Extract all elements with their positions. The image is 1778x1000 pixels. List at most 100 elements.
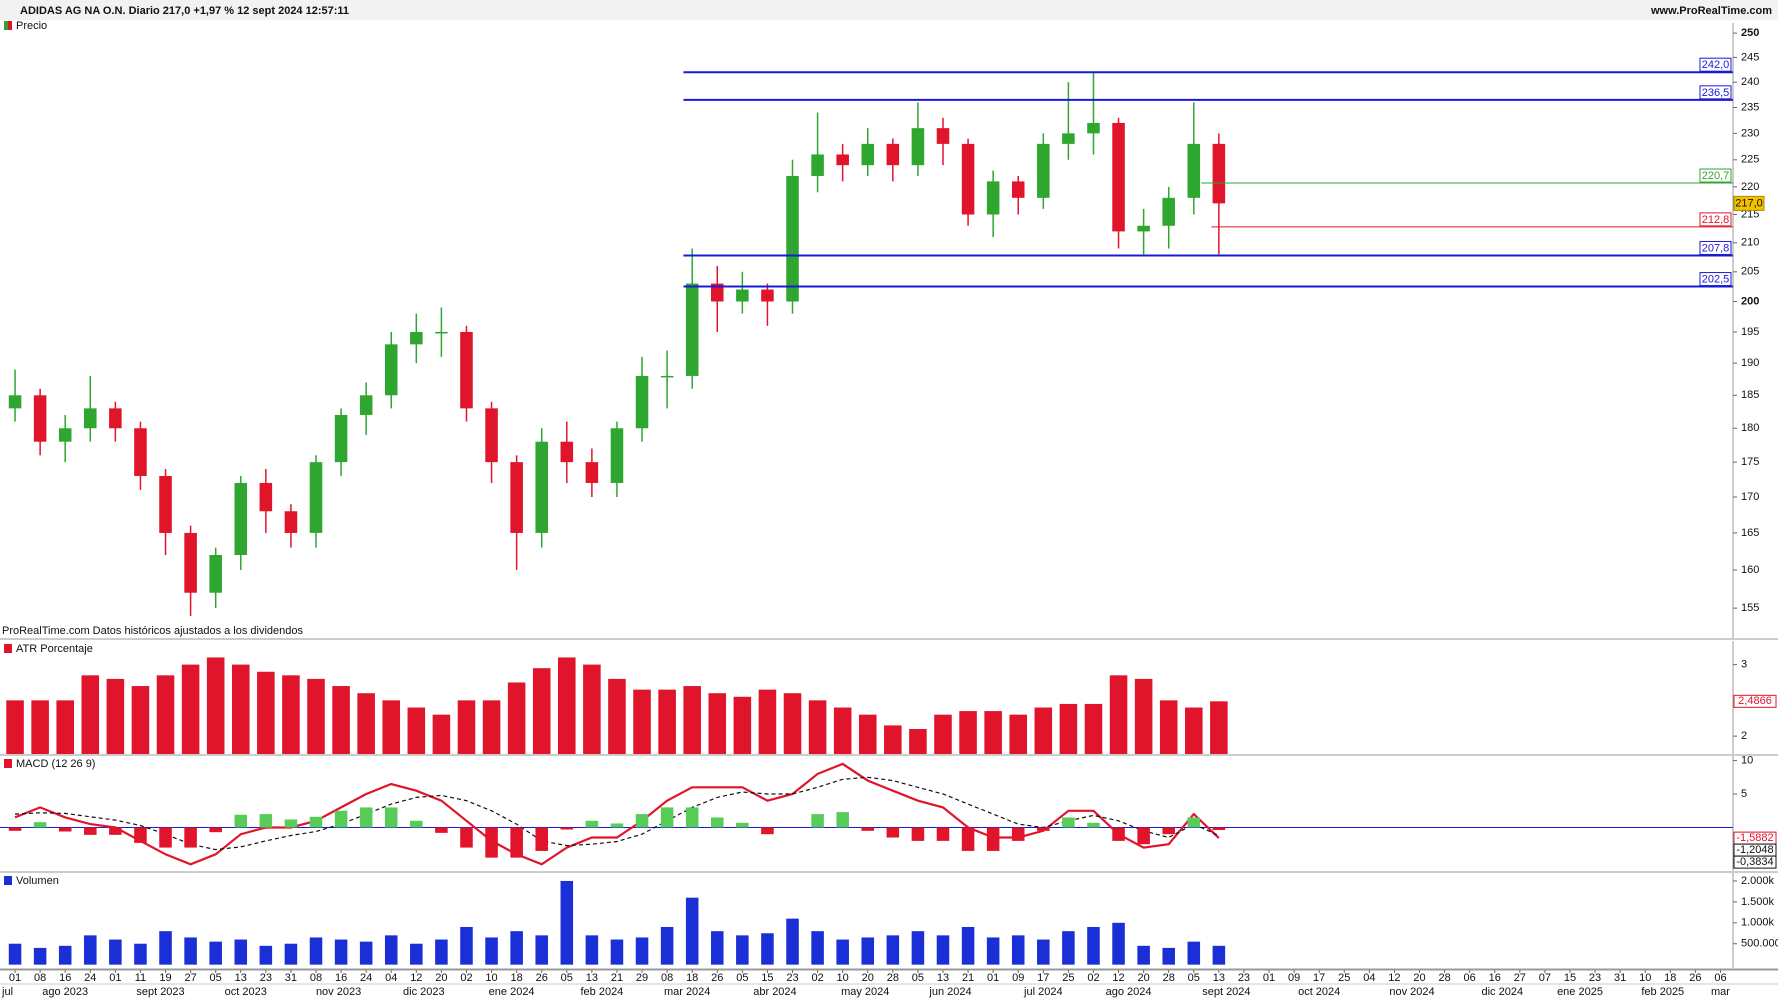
bar [683, 686, 701, 754]
histogram-bar [660, 807, 674, 828]
candle-body [109, 408, 122, 429]
bar [457, 700, 476, 754]
bar [231, 664, 250, 754]
bar [635, 937, 649, 965]
x-month-label: nov 2023 [316, 986, 361, 998]
candle-body [1112, 122, 1125, 232]
y-tick-label: 215 [1741, 208, 1759, 220]
y-tick-label: 1.500k [1741, 896, 1775, 908]
x-tick-label: 02 [460, 972, 472, 984]
x-tick-label: 24 [84, 972, 96, 984]
x-tick-label: 08 [661, 972, 673, 984]
bar [560, 880, 574, 965]
candle-body [986, 181, 1000, 215]
y-tick-label: 240 [1741, 76, 1759, 88]
x-tick-label: 31 [1614, 972, 1626, 984]
bar [936, 935, 950, 965]
candle-body [134, 428, 147, 476]
x-tick-label: 28 [1163, 972, 1175, 984]
bar [884, 725, 902, 754]
level-label-box [1699, 240, 1732, 255]
bar [909, 728, 927, 754]
bar [234, 939, 248, 965]
x-tick-label: 20 [1138, 972, 1150, 984]
y-tick-label: 210 [1741, 237, 1759, 249]
bar [836, 939, 849, 965]
bar [711, 931, 724, 965]
histogram-bar [1087, 822, 1100, 828]
candle-body [836, 154, 849, 166]
x-tick-label: 19 [159, 972, 171, 984]
bar [334, 939, 348, 965]
bar [808, 700, 827, 754]
bar [761, 933, 774, 965]
bar [660, 926, 674, 965]
x-tick-label: 01 [987, 972, 999, 984]
bar [206, 657, 225, 754]
bar [610, 939, 624, 965]
bar [1162, 947, 1175, 965]
x-tick-label: 05 [1188, 972, 1200, 984]
histogram-bar [535, 827, 548, 851]
candle-body [1062, 133, 1075, 144]
y-tick-label: 225 [1741, 154, 1759, 166]
histogram-bar [861, 827, 875, 831]
x-tick-label: 17 [1313, 972, 1325, 984]
histogram-bar [911, 827, 925, 841]
bar [259, 945, 273, 965]
level-label: 207,8 [1702, 242, 1730, 254]
candle-body [660, 375, 674, 378]
bar [1109, 675, 1128, 754]
candle-body [384, 344, 398, 396]
x-tick-label: 26 [711, 972, 723, 984]
candle-body [585, 462, 599, 483]
candle-body [1162, 197, 1175, 226]
bar [359, 941, 373, 965]
histogram-bar [811, 814, 824, 828]
bar [507, 682, 526, 754]
bar [309, 937, 323, 965]
y-tick-label: 235 [1741, 101, 1759, 113]
bar [106, 678, 125, 754]
legend-swatch [4, 876, 12, 885]
value-label-box [1733, 694, 1777, 708]
x-tick-label: 17 [1037, 972, 1049, 984]
bar [384, 935, 398, 965]
x-tick-label: 16 [59, 972, 71, 984]
bar [382, 700, 401, 754]
legend-swatch [4, 759, 12, 768]
bar [181, 664, 200, 754]
y-tick-label: 195 [1741, 326, 1759, 338]
x-month-label: nov 2024 [1389, 986, 1434, 998]
x-tick-label: 26 [536, 972, 548, 984]
histogram-bar [635, 814, 649, 828]
bar [833, 707, 852, 754]
bar [485, 937, 498, 965]
bar [1037, 939, 1050, 965]
level-label: 220,7 [1702, 170, 1730, 182]
x-month-label: ago 2023 [42, 986, 88, 998]
bar [8, 943, 22, 965]
histogram-bar [685, 807, 699, 828]
header-site: www.ProRealTime.com [1650, 5, 1772, 17]
histogram-bar [1187, 817, 1201, 828]
x-month-label: oct 2024 [1298, 986, 1340, 998]
bar [861, 937, 875, 965]
y-tick-label: 2 [1741, 730, 1747, 742]
bar [1212, 945, 1226, 965]
x-tick-label: 13 [937, 972, 949, 984]
histogram-bar [485, 827, 498, 858]
histogram-bar [936, 827, 950, 841]
bar [357, 693, 375, 754]
x-tick-label: 05 [561, 972, 573, 984]
x-tick-label: 23 [1589, 972, 1601, 984]
x-month-label: sept 2024 [1202, 986, 1250, 998]
candle-body [359, 395, 373, 415]
histogram-bar [736, 822, 749, 828]
x-tick-label: 01 [1263, 972, 1275, 984]
level-label-box [1699, 272, 1732, 287]
bar [532, 668, 551, 754]
x-month-label: oct 2023 [225, 986, 267, 998]
histogram-bar [435, 827, 448, 833]
bar [583, 664, 601, 754]
